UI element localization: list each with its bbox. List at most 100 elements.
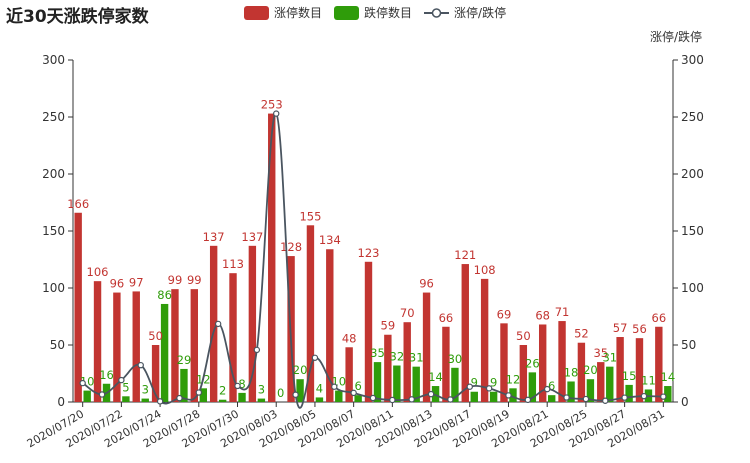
data-label-down: 9 xyxy=(471,376,478,390)
data-label-up: 35 xyxy=(593,346,608,360)
bar-down xyxy=(315,397,324,402)
ratio-line xyxy=(82,112,664,409)
ratio-point xyxy=(311,354,319,361)
data-label-up: 71 xyxy=(555,305,570,319)
ratio-point xyxy=(621,394,628,401)
data-label-up: 50 xyxy=(516,329,531,343)
data-label-up: 56 xyxy=(632,322,647,336)
bar-down xyxy=(586,379,595,402)
ratio-point xyxy=(582,395,590,403)
data-label-up: 59 xyxy=(381,319,396,333)
bar-up xyxy=(577,342,586,402)
y-tick-right-label: 100 xyxy=(681,281,704,295)
bar-up xyxy=(268,113,276,402)
bar-down xyxy=(83,390,91,402)
ratio-point xyxy=(273,110,280,117)
data-label-down: 20 xyxy=(293,363,308,377)
bar-up xyxy=(597,362,605,402)
ratio-point xyxy=(350,389,357,397)
data-label-down: 32 xyxy=(390,350,405,364)
data-label-down: 15 xyxy=(622,369,637,383)
bar-up xyxy=(209,245,218,402)
bar-up xyxy=(616,337,624,402)
bar-down xyxy=(606,366,614,402)
y-tick-right-label: 0 xyxy=(681,395,689,409)
bar-up xyxy=(171,289,179,402)
data-label-up: 113 xyxy=(222,257,244,271)
bar-up xyxy=(248,245,257,402)
legend-line-icon xyxy=(424,7,450,18)
bar-down xyxy=(354,395,362,402)
bar-up xyxy=(113,292,121,402)
data-label-up: 137 xyxy=(203,230,225,244)
ratio-point xyxy=(466,383,473,390)
data-label-down: 3 xyxy=(142,383,149,397)
ratio-point xyxy=(137,361,144,369)
bar-down xyxy=(257,398,266,402)
bar-down xyxy=(664,386,672,402)
data-label-up: 50 xyxy=(148,329,163,343)
ratio-point xyxy=(660,393,667,400)
data-label-down: 12 xyxy=(506,372,521,386)
data-label-down: 4 xyxy=(316,381,323,395)
bar-up xyxy=(132,291,140,402)
data-label-up: 155 xyxy=(299,209,321,223)
bar-up xyxy=(93,281,102,402)
ratio-point xyxy=(640,392,648,400)
bar-down xyxy=(180,368,188,402)
legend-item-up[interactable]: 涨停数目 xyxy=(244,4,322,21)
y-tick-left-label: 0 xyxy=(57,395,65,409)
data-label-up: 69 xyxy=(497,307,512,321)
bar-up xyxy=(384,334,392,402)
data-label-down: 20 xyxy=(583,363,598,377)
data-label-down: 35 xyxy=(370,346,385,360)
data-label-down: 31 xyxy=(409,351,424,365)
ratio-point xyxy=(563,394,570,401)
data-label-up: 137 xyxy=(241,230,263,244)
legend-item-ratio[interactable]: 涨停/跌停 xyxy=(424,4,506,21)
data-label-up: 106 xyxy=(87,265,109,279)
legend-swatch-down xyxy=(334,5,360,20)
data-label-up: 134 xyxy=(319,233,341,247)
y-tick-left-label: 100 xyxy=(42,281,65,295)
chart-title: 近30天涨跌停家数 xyxy=(6,7,149,27)
data-label-up: 48 xyxy=(342,331,357,345)
data-label-up: 166 xyxy=(67,197,89,211)
bar-up xyxy=(655,326,663,402)
y-tick-right-label: 150 xyxy=(681,224,704,238)
bar-up xyxy=(190,289,199,402)
bar-down xyxy=(335,390,343,402)
ratio-point xyxy=(214,320,222,328)
bar-up xyxy=(364,261,373,402)
data-label-up: 52 xyxy=(574,327,589,341)
data-label-down: 29 xyxy=(177,353,192,367)
bar-down xyxy=(451,367,459,402)
y-tick-left-label: 200 xyxy=(42,167,65,181)
data-label-up: 123 xyxy=(358,246,380,260)
y-tick-left-label: 300 xyxy=(42,53,65,67)
ratio-point xyxy=(79,379,86,387)
ratio-point xyxy=(98,391,106,398)
bar-down xyxy=(393,365,401,402)
ratio-point xyxy=(292,391,299,398)
ratio-point xyxy=(408,396,415,403)
legend-label-down: 跌停数目 xyxy=(364,6,413,20)
bar-down xyxy=(160,303,169,402)
data-label-down: 14 xyxy=(428,370,443,384)
data-label-down: 0 xyxy=(277,386,284,400)
data-label-down: 3 xyxy=(258,383,265,397)
data-label-down: 16 xyxy=(99,368,114,382)
data-label-up: 96 xyxy=(419,277,434,291)
data-label-up: 121 xyxy=(454,248,476,262)
data-label-down: 18 xyxy=(564,365,579,379)
bar-up xyxy=(326,249,334,402)
bar-up xyxy=(442,326,450,402)
legend-item-down[interactable]: 跌停数目 xyxy=(334,4,412,21)
bar-up xyxy=(345,347,353,402)
data-label-down: 6 xyxy=(548,379,555,393)
ratio-point xyxy=(447,396,454,403)
data-label-up: 66 xyxy=(652,311,667,325)
legend: 涨停数目 跌停数目 涨停/跌停 xyxy=(244,4,506,21)
data-label-up: 97 xyxy=(129,275,144,289)
